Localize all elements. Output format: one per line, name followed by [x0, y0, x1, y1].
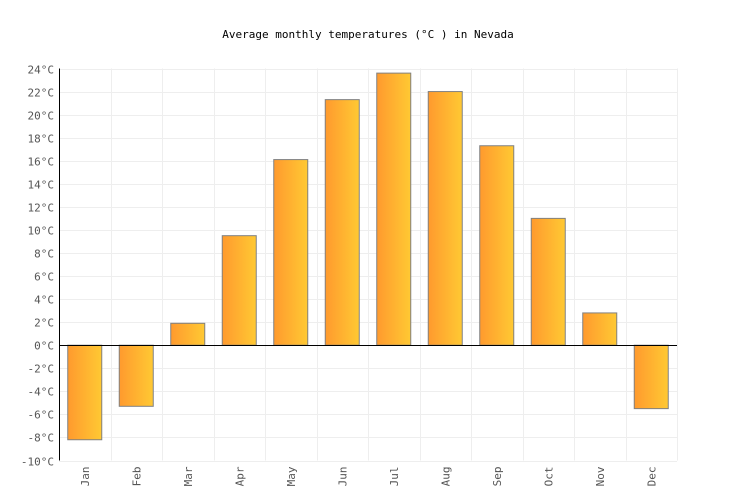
- bar-jan: [67, 344, 103, 441]
- y-tick-label: -10°C: [21, 456, 54, 469]
- x-tick-label: Jun: [336, 467, 349, 487]
- y-tick-label: 0°C: [34, 340, 54, 353]
- x-tick-label: Oct: [542, 467, 555, 487]
- y-tick-label: -2°C: [28, 363, 55, 376]
- y-tick-label: 18°C: [28, 133, 55, 146]
- y-tick-label: 16°C: [28, 156, 55, 169]
- bar-nov: [582, 312, 618, 346]
- bar-dec: [633, 344, 669, 410]
- y-tick-label: 20°C: [28, 110, 55, 123]
- y-tick-label: 8°C: [34, 248, 54, 261]
- y-tick-label: 22°C: [28, 87, 55, 100]
- y-tick-label: 2°C: [34, 317, 54, 330]
- bar-jun: [324, 99, 360, 346]
- y-tick-label: 6°C: [34, 271, 54, 284]
- y-tick-label: -4°C: [28, 386, 55, 399]
- y-tick-label: 12°C: [28, 202, 55, 215]
- bar-apr: [221, 235, 257, 346]
- x-tick-label: Dec: [645, 467, 658, 487]
- chart-title: Average monthly temperatures (°C ) in Ne…: [222, 28, 514, 41]
- y-tick-label: -8°C: [28, 432, 55, 445]
- x-tick-label: May: [285, 466, 298, 486]
- x-tick-label: Feb: [130, 467, 143, 487]
- y-tick-label: -6°C: [28, 409, 55, 422]
- bar-oct: [530, 217, 566, 346]
- bar-sep: [479, 145, 515, 346]
- y-tick-label: 10°C: [28, 225, 55, 238]
- y-tick-label: 14°C: [28, 179, 55, 192]
- x-tick-label: Jan: [79, 467, 92, 487]
- x-tick-label: Jul: [388, 467, 401, 487]
- bar-aug: [427, 91, 463, 346]
- y-tick-label: 4°C: [34, 294, 54, 307]
- bar-jul: [376, 72, 412, 346]
- bar-feb: [118, 344, 154, 407]
- y-tick-label: 24°C: [28, 64, 55, 77]
- x-tick-label: Nov: [594, 466, 607, 486]
- x-tick-label: Aug: [439, 467, 452, 487]
- bar-may: [273, 159, 309, 346]
- x-tick-label: Sep: [491, 467, 504, 487]
- x-tick-label: Apr: [233, 466, 246, 486]
- x-tick-label: Mar: [182, 466, 195, 486]
- bar-mar: [170, 322, 206, 346]
